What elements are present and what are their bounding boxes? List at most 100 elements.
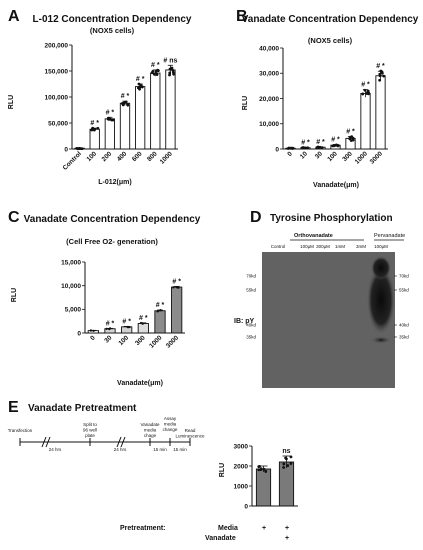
significance-label: # *	[156, 302, 165, 309]
significance-label: # *	[301, 139, 310, 146]
data-point	[320, 146, 324, 150]
x-tick-label: 100	[117, 334, 130, 347]
data-point	[351, 138, 355, 142]
lane-label: 1mM	[335, 244, 345, 249]
x-tick-label: 0	[286, 150, 294, 158]
lane-label: 300μM	[316, 244, 330, 249]
significance-label: # *	[361, 82, 370, 89]
data-point	[257, 468, 261, 472]
bar	[104, 118, 116, 150]
data-point	[159, 309, 162, 312]
marker-label-left: 40kd	[246, 323, 256, 328]
data-point	[336, 144, 340, 148]
panel-a-xlabel: L-012(μm)	[98, 179, 131, 186]
row-label-media: Media	[218, 525, 238, 532]
bar	[119, 102, 131, 150]
panel-d-perv-label: Pervanadate	[374, 233, 405, 239]
bar	[171, 286, 183, 334]
x-tick-label: 200	[101, 150, 114, 163]
data-point	[137, 86, 140, 90]
x-tick-label: 1000	[354, 150, 369, 165]
y-tick-label: 50,000	[48, 120, 68, 127]
significance-label: # ns	[163, 57, 177, 64]
y-tick-label: 15,000	[61, 259, 81, 266]
panel-a-subtitle: (NOX5 cells)	[90, 26, 135, 35]
data-point	[259, 467, 263, 471]
marker-label-right: 40kd	[399, 323, 409, 328]
data-point	[257, 465, 261, 469]
panel-e-ylabel: RLU	[219, 463, 226, 477]
panel-d-letter: D	[250, 209, 262, 226]
lane-label: 100μM	[374, 244, 388, 249]
x-tick-label: 100	[326, 150, 339, 163]
lane-label: 100μM	[300, 244, 314, 249]
timeline: Transfection Split to 96 well plate Vanadate…	[8, 416, 205, 452]
lane-label: 3mM	[356, 244, 366, 249]
timeline-break	[45, 436, 51, 448]
panel-d-ortho-label: Orthovanadate	[294, 233, 333, 239]
timeline-step-label: Read Luminescence	[175, 428, 205, 439]
marker-label-left: 70kd	[246, 274, 256, 279]
data-point	[291, 146, 295, 150]
y-tick-label: 10,000	[61, 283, 81, 290]
data-point	[110, 118, 114, 122]
y-tick-label: 0	[244, 503, 248, 510]
data-point	[157, 309, 160, 312]
y-tick-label: 0	[275, 146, 279, 153]
significance-label: # *	[139, 315, 148, 322]
data-point	[378, 74, 382, 78]
data-point	[332, 144, 336, 148]
bar	[255, 468, 272, 507]
marker-label-right: 35kd	[399, 335, 409, 340]
panel-c-xlabel: Vanadate(μm)	[117, 380, 163, 387]
timeline-break	[41, 436, 47, 448]
data-point	[262, 467, 266, 471]
panel-c-letter: C	[8, 209, 20, 226]
timeline-interval-label: 15 min	[153, 447, 167, 452]
timeline-interval-label: 24 hrs	[114, 447, 127, 452]
timeline-break	[116, 436, 122, 448]
significance-label: ns	[282, 448, 290, 455]
data-point	[363, 88, 367, 92]
data-point	[306, 146, 310, 150]
panel-b-letter: B	[236, 8, 248, 25]
data-point	[155, 73, 159, 77]
data-point	[120, 102, 124, 105]
y-tick-label: 200,000	[45, 42, 69, 49]
data-point	[107, 117, 111, 121]
y-tick-label: 3000	[234, 443, 249, 450]
data-point	[91, 126, 95, 130]
pretreatment-label: Pretreatment:	[120, 525, 166, 532]
data-point	[168, 71, 172, 75]
pervanadate-smear	[367, 266, 395, 334]
data-point	[350, 135, 354, 138]
bar	[137, 323, 149, 334]
x-tick-label: 800	[146, 150, 159, 163]
data-point	[92, 128, 96, 132]
data-point	[286, 464, 290, 467]
sign-vanadate-2: +	[285, 535, 289, 542]
data-point	[139, 321, 143, 325]
data-point	[152, 72, 156, 76]
panel-e: E Vanadate Pretreatment Transfection Spli…	[8, 399, 298, 542]
y-tick-label: 0	[64, 146, 68, 153]
significance-label: # *	[316, 139, 325, 146]
panel-a-ylabel: RLU	[8, 95, 15, 109]
significance-label: # *	[376, 63, 385, 70]
marker-label-left: 55kd	[246, 288, 256, 293]
marker-label-right: 70kd	[399, 274, 409, 279]
bar	[278, 461, 295, 507]
data-point	[289, 455, 293, 459]
x-tick-label: 300	[341, 150, 354, 163]
data-point	[77, 147, 81, 150]
y-tick-label: 1000	[234, 483, 249, 490]
data-point	[80, 147, 83, 151]
data-point	[92, 329, 95, 332]
data-point	[172, 72, 176, 76]
panel-c-title: Vanadate Concentration Dependency	[24, 214, 201, 225]
y-tick-label: 5,000	[65, 307, 82, 314]
y-tick-label: 150,000	[45, 68, 69, 75]
bar	[154, 310, 166, 334]
x-tick-label: 10	[299, 150, 309, 160]
